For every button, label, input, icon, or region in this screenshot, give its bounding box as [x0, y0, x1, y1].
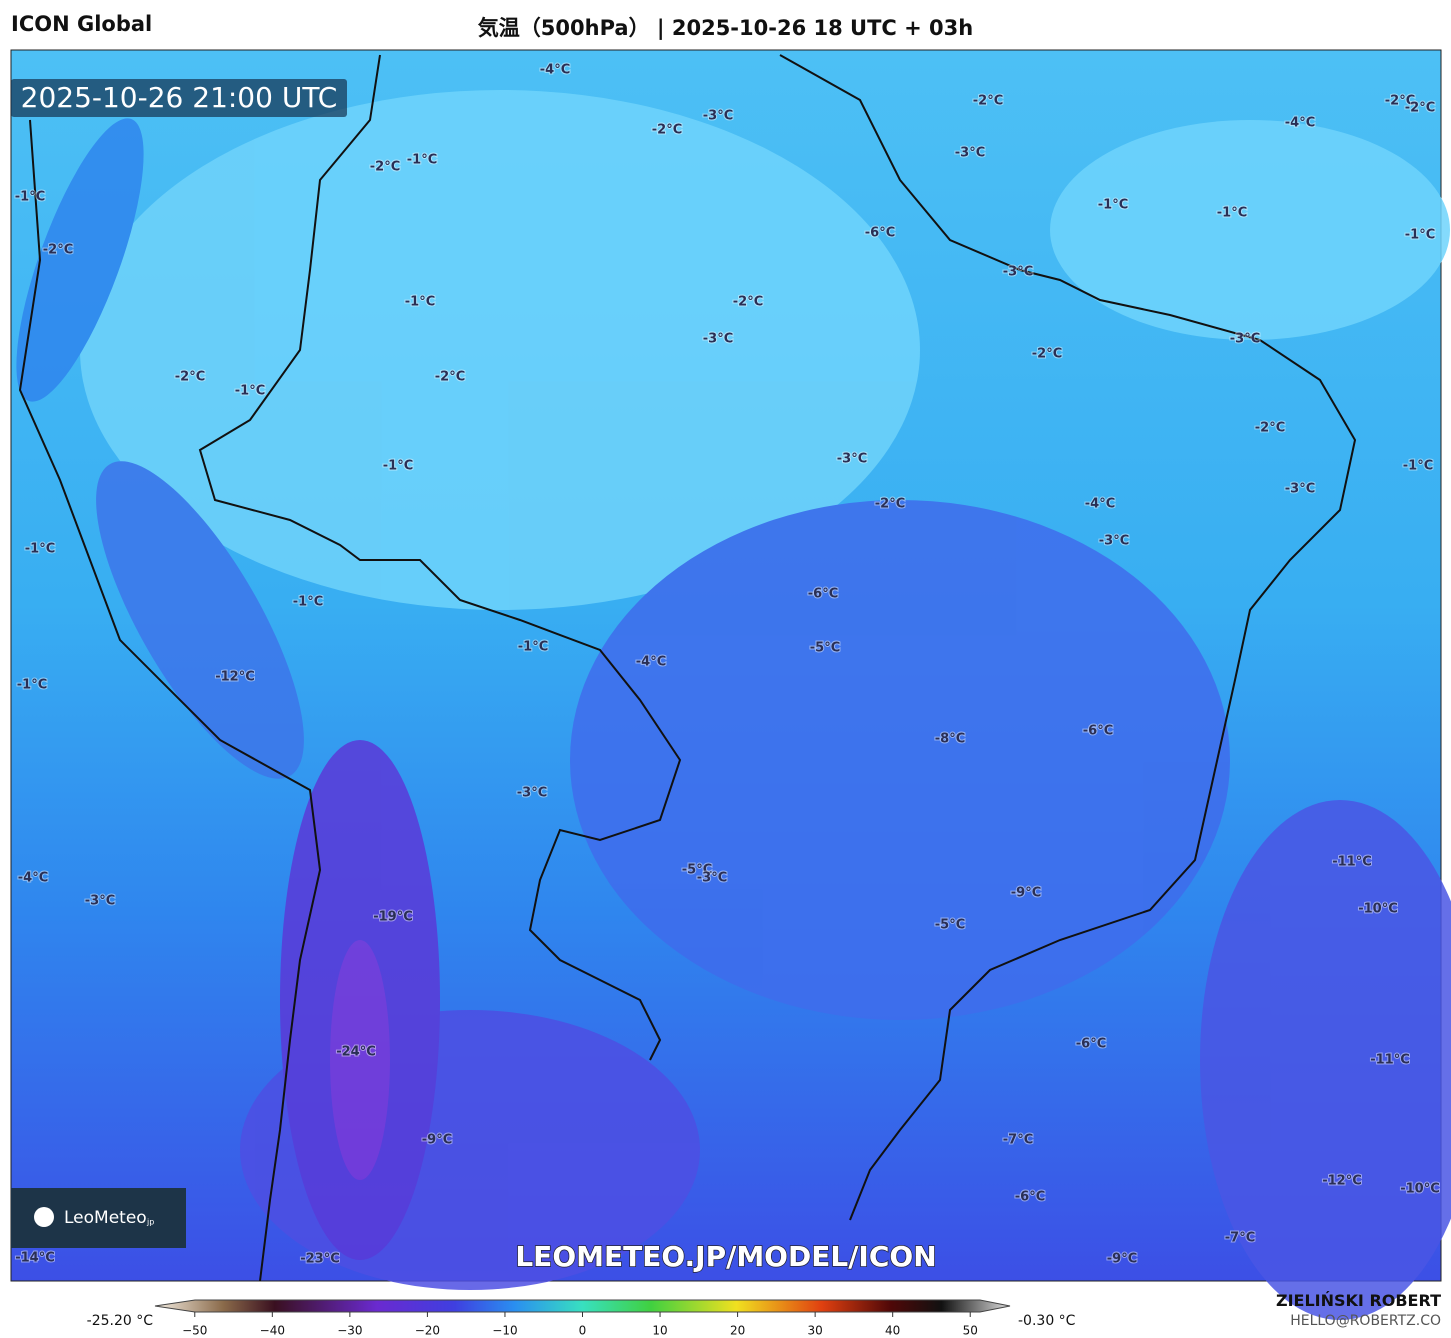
colorbar-scale	[154, 1299, 1011, 1313]
temperature-label: -1°C	[383, 459, 413, 474]
temperature-label: -2°C	[370, 160, 400, 175]
temperature-label: -1°C	[407, 153, 437, 168]
temperature-label: -11°C	[1370, 1053, 1410, 1068]
temperature-label: -6°C	[1083, 724, 1113, 739]
logo-sun	[34, 1207, 54, 1227]
temperature-label: -5°C	[935, 918, 965, 933]
coastline	[18, 54, 1357, 1282]
temperature-label: -2°C	[435, 370, 465, 385]
colorbar: −50 −40 −30 −20 −10 0 10 20 30 40 50	[154, 1299, 1011, 1338]
temperature-label: -2°C	[973, 94, 1003, 109]
temperature-label: -7°C	[1003, 1133, 1033, 1148]
colorbar-tick-label: 10	[652, 1324, 667, 1338]
temperature-label: -6°C	[808, 587, 838, 602]
temperature-label: -9°C	[422, 1133, 452, 1148]
colorbar-tick-label: −30	[337, 1324, 362, 1338]
temperature-label: -9°C	[1011, 886, 1041, 901]
temperature-label: -2°C	[733, 295, 763, 310]
temperature-labels: -4°C-2°C -2°C-2°C-4°C-3°C-2°C-3°C-2°C -1°C…	[14, 62, 1441, 1268]
temperature-label: -4°C	[18, 871, 48, 886]
temperature-label: -2°C	[875, 497, 905, 512]
temperature-label: -1°C	[1098, 198, 1128, 213]
colorbar-tick-label: −50	[182, 1324, 207, 1338]
temperature-label: -3°C	[703, 109, 733, 124]
temperature-label: -3°C	[517, 786, 547, 801]
temperature-label: -2°C	[43, 243, 73, 258]
email: HELLO@ROBERTZ.CO	[1290, 1313, 1441, 1329]
temperature-label: -6°C	[1015, 1190, 1045, 1205]
temperature-label: -2°C	[1032, 347, 1062, 362]
colorbar-tick-label: 30	[807, 1324, 822, 1338]
temperature-label: -3°C	[1230, 332, 1260, 347]
logo-suffix: jp	[146, 1218, 154, 1227]
temperature-label: -5°C	[682, 863, 712, 878]
temperature-label: -1°C	[518, 640, 548, 655]
temperature-label: -10°C	[1358, 902, 1398, 917]
logo-text: LeoMeteo	[64, 1208, 147, 1228]
temperature-label: -12°C	[215, 670, 255, 685]
temperature-label: -24°C	[336, 1045, 376, 1060]
temperature-label: -2°C	[175, 370, 205, 385]
temperature-label: -4°C	[1285, 116, 1315, 131]
temperature-label: -8°C	[935, 732, 965, 747]
temperature-label: -2°C	[1385, 94, 1415, 109]
temperature-label: -23°C	[300, 1252, 340, 1267]
colorbar-tick-label: −20	[415, 1324, 440, 1338]
model-name: ICON Global	[11, 12, 153, 36]
temperature-label: -3°C	[85, 894, 115, 909]
temperature-label: -2°C	[1255, 421, 1285, 436]
colorbar-tick-label: 0	[579, 1324, 587, 1338]
temperature-label: -3°C	[1285, 482, 1315, 497]
temperature-label: -4°C	[1085, 497, 1115, 512]
colorbar-tick-label: −40	[260, 1324, 285, 1338]
temperature-label: -3°C	[703, 332, 733, 347]
valid-time: 2025-10-26 21:00 UTC	[21, 81, 338, 114]
author: ZIELIŃSKI ROBERT	[1275, 1291, 1441, 1310]
colorbar-tick-label: 50	[963, 1324, 978, 1338]
temperature-label: -1°C	[15, 190, 45, 205]
watermark: LEOMETEO.JP/MODEL/ICON	[515, 1240, 936, 1273]
temperature-label: -10°C	[1400, 1182, 1440, 1197]
temperature-label: -1°C	[25, 542, 55, 557]
time-box	[11, 79, 347, 117]
temperature-label: -9°C	[1107, 1252, 1137, 1267]
temperature-label: -12°C	[1322, 1174, 1362, 1189]
temperature-label: -3°C	[1099, 534, 1129, 549]
temperature-label: -11°C	[1332, 855, 1372, 870]
colorbar-min: -25.20 °C	[87, 1313, 154, 1329]
temperature-label: -2°C	[1405, 101, 1435, 116]
temperature-field	[16, 90, 1451, 1320]
colorbar-tick-label: −10	[492, 1324, 517, 1338]
temperature-label: -19°C	[373, 910, 413, 925]
temperature-label: -3°C	[955, 146, 985, 161]
temperature-label: -2°C	[652, 123, 682, 138]
temperature-label: -1°C	[405, 295, 435, 310]
temperature-label: -1°C	[1405, 228, 1435, 243]
temperature-label: -1°C	[1403, 459, 1433, 474]
temperature-label: -14°C	[15, 1251, 55, 1266]
map-title: 気温（500hPa） | 2025-10-26 18 UTC + 03h	[477, 16, 974, 40]
temperature-label: -3°C	[1003, 265, 1033, 280]
temperature-label: -1°C	[1217, 206, 1247, 221]
temperature-label: -4°C	[540, 63, 570, 78]
temperature-label: -6°C	[1076, 1037, 1106, 1052]
temperature-label: -7°C	[1225, 1231, 1255, 1246]
temperature-label: -4°C	[636, 655, 666, 670]
temperature-label: -1°C	[17, 678, 47, 693]
temperature-label: -1°C	[235, 384, 265, 399]
temperature-label: -3°C	[697, 871, 727, 886]
colorbar-max: -0.30 °C	[1018, 1313, 1076, 1329]
colorbar-tick-label: 20	[730, 1324, 745, 1338]
temperature-label: -5°C	[810, 641, 840, 656]
temperature-label: -1°C	[293, 595, 323, 610]
colorbar-tick-label: 40	[885, 1324, 900, 1338]
temperature-label: -6°C	[865, 226, 895, 241]
temperature-label: -3°C	[837, 452, 867, 467]
